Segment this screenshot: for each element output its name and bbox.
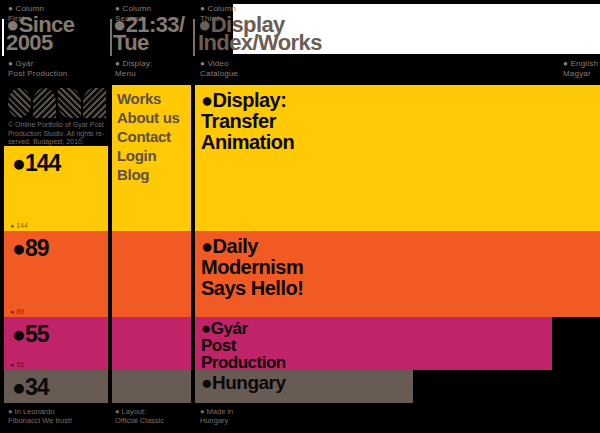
- footnote-55: ● 55: [10, 361, 24, 368]
- video-catalogue-label: ● Video Catalogue: [200, 59, 238, 78]
- menu-item-blog[interactable]: Blog: [117, 165, 191, 184]
- logo-striped-quarter-icon: [83, 88, 106, 118]
- menu-item-contact[interactable]: Contact: [117, 127, 191, 146]
- main-menu: Works About us Contact Login Blog: [112, 85, 191, 184]
- content-block-gyar-post[interactable]: ●Gyár Post Production: [195, 317, 552, 370]
- menu-item-about-us[interactable]: About us: [117, 108, 191, 127]
- header-divider-2: [193, 19, 195, 56]
- header-white-strip: [2, 19, 4, 56]
- content-block-display-transfer[interactable]: ●Display: Transfer Animation: [195, 85, 600, 231]
- header-divider-1: [110, 19, 112, 56]
- since-2005-title: ●Since 2005: [6, 16, 74, 52]
- number-34: ●34: [4, 370, 108, 399]
- menu-item-login[interactable]: Login: [117, 146, 191, 165]
- number-55: ●55: [4, 317, 108, 346]
- clock-display: ●21:33/ Tue: [113, 16, 184, 52]
- menu-column-orange-block: [112, 231, 191, 317]
- main-menu-panel: Works About us Contact Login Blog: [112, 85, 191, 231]
- content-block-hungary[interactable]: ●Hungary: [195, 370, 413, 403]
- hungary-title: ●Hungary: [195, 370, 413, 393]
- footer-made-in-note: ● Made in Hungary: [200, 407, 233, 425]
- display-transfer-title: ●Display: Transfer Animation: [195, 85, 600, 153]
- logo-striped-arch-icon: [33, 88, 56, 118]
- menu-column-gray-block: [112, 370, 191, 403]
- footnote-89: ● 89: [10, 308, 24, 315]
- footnote-144: ● 144: [10, 222, 28, 229]
- number-block-89: ●89 ● 89: [4, 231, 108, 317]
- menu-column-magenta-block: [112, 317, 191, 370]
- number-block-144: ●144 ● 144: [4, 146, 108, 231]
- number-89: ●89: [4, 231, 108, 260]
- number-144: ●144: [4, 146, 108, 175]
- brand-label: ● Gyár Post Production: [8, 59, 67, 78]
- display-index-works-title: ●Display Index/Works: [198, 16, 322, 52]
- language-switcher[interactable]: ● English Magyar: [563, 59, 598, 78]
- logo-striped-circle-icon: [8, 88, 31, 118]
- menu-item-works[interactable]: Works: [117, 89, 191, 108]
- copyright-text: © Online Portfolio of Gyar Post Producti…: [8, 121, 108, 147]
- display-menu-label: ● Display: Menu: [115, 59, 153, 78]
- logo-striped-leaf-icon: [58, 88, 81, 118]
- footer-layout-note: ● Layout: Official Classic: [115, 407, 164, 425]
- number-block-34: ●34: [4, 370, 108, 403]
- number-block-55: ●55 ● 55: [4, 317, 108, 370]
- gyar-post-title: ●Gyár Post Production: [195, 317, 552, 371]
- gyar-post-production-page: ● Column First ●Since 2005 ● Column Seco…: [0, 0, 600, 433]
- content-block-daily-modernism[interactable]: ●Daily Modernism Says Hello!: [195, 231, 600, 317]
- daily-modernism-title: ●Daily Modernism Says Hello!: [195, 231, 600, 299]
- footer-fibonacci-note: ● In Leonardo Fibonacci We trust!: [8, 407, 72, 425]
- gyar-logo[interactable]: [8, 88, 106, 118]
